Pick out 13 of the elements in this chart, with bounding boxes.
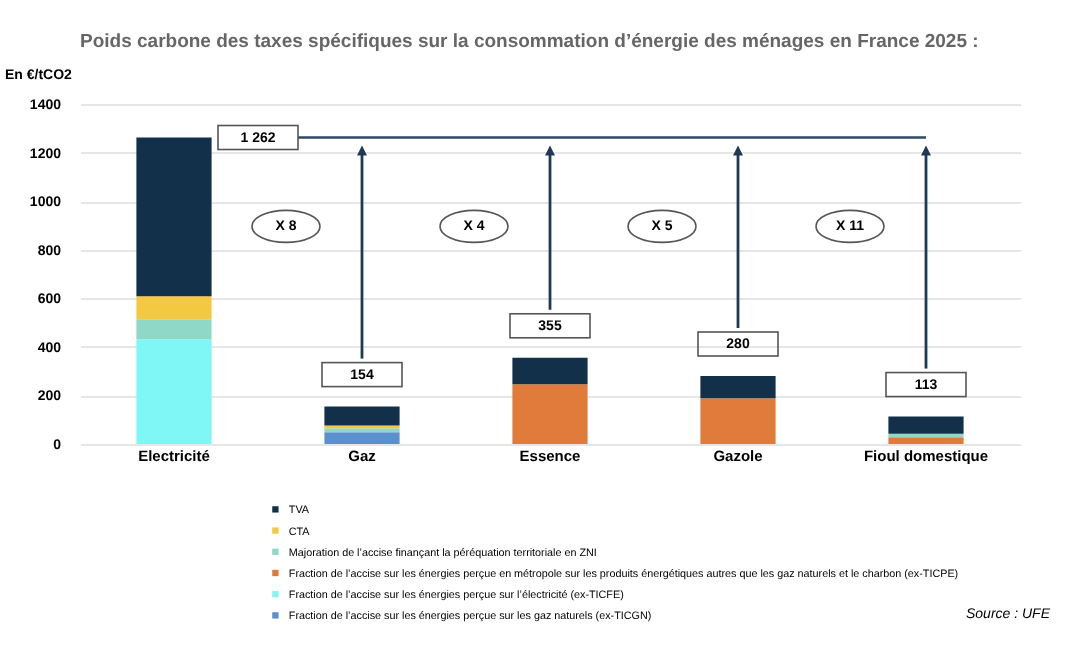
- bar: [888, 416, 964, 434]
- bar: [888, 437, 964, 444]
- bar: [512, 384, 588, 444]
- bar: [136, 137, 212, 297]
- bar: [324, 432, 400, 444]
- bar: [700, 376, 776, 399]
- bar: [512, 357, 588, 385]
- chart-title: Poids carbone des taxes spécifiques sur la consommation d’énergie des ménages en France 2025 :: [80, 31, 979, 53]
- bar: [324, 406, 400, 426]
- bar: [136, 319, 212, 340]
- bar: [136, 339, 212, 444]
- bar: [136, 296, 212, 320]
- bar: [700, 398, 776, 444]
